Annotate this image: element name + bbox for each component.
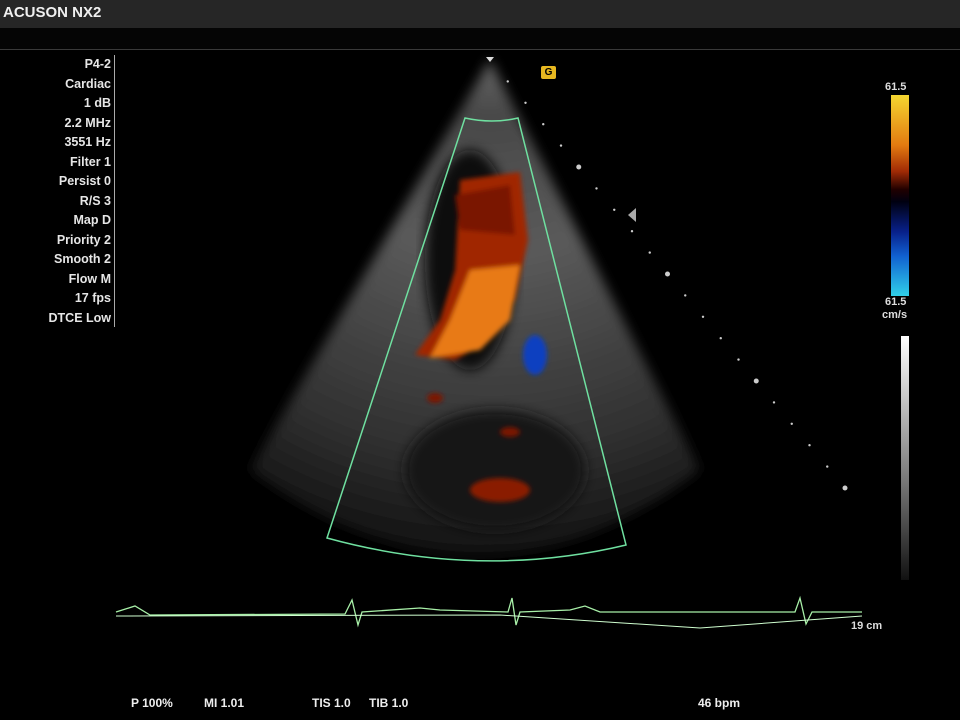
tib-readout: TIB 1.0 <box>369 696 409 710</box>
parameter-item: DTCE Low <box>48 310 112 325</box>
apex-marker <box>486 57 494 62</box>
depth-dot <box>648 251 651 254</box>
parameter-item: R/S 3 <box>79 193 111 208</box>
velocity-scale-max: 61.5 <box>885 81 907 93</box>
depth-dot <box>613 208 616 211</box>
heart-rate-readout: 46 bpm <box>698 696 741 710</box>
depth-dot <box>737 358 740 361</box>
depth-dot <box>576 164 582 170</box>
depth-markers <box>506 80 848 491</box>
depth-label: 19 cm <box>851 620 883 632</box>
color-roi-box <box>326 117 627 562</box>
color-flow <box>415 172 547 502</box>
parameter-divider <box>114 55 115 327</box>
color-velocity-bar <box>891 95 909 296</box>
parameter-item: Map D <box>73 213 112 227</box>
depth-dot <box>826 465 829 468</box>
depth-dot <box>701 315 705 318</box>
depth-dot <box>790 422 793 425</box>
depth-dot <box>753 378 759 384</box>
parameter-item: Smooth 2 <box>54 252 111 266</box>
depth-dot <box>665 271 670 277</box>
mi-readout: MI 1.01 <box>204 696 245 710</box>
parameter-item: Filter 1 <box>70 154 111 169</box>
probe-orientation-icon: G <box>541 66 556 79</box>
depth-dot <box>630 230 634 233</box>
parameter-item: 2.2 MHz <box>64 115 111 130</box>
parameter-item: Priority 2 <box>56 232 111 247</box>
ecg-trace <box>115 595 862 628</box>
focus-marker <box>628 208 636 222</box>
parameter-item: Cardiac <box>65 76 111 91</box>
tis-readout: TIS 1.0 <box>312 696 351 710</box>
parameter-item: 3551 Hz <box>64 135 111 149</box>
title-bar: ACUSON NX2 <box>0 0 960 28</box>
depth-dot <box>506 80 509 83</box>
ecg-baseline <box>115 614 863 629</box>
parameter-item: P4-2 <box>84 57 111 71</box>
parameter-item: 1 dB <box>83 96 111 110</box>
parameter-item: 17 fps <box>74 291 111 305</box>
grayscale-bar <box>901 336 909 580</box>
imaging-parameters: P4-2 Cardiac 1 dB 2.2 MHz 3551 Hz Filter 1 Per… <box>0 55 112 328</box>
depth-dot <box>684 294 687 297</box>
depth-dot <box>808 444 811 447</box>
depth-dot <box>842 485 848 491</box>
depth-dot <box>542 123 545 126</box>
power-readout: P 100% <box>131 696 173 710</box>
atrium-cavity <box>405 410 585 530</box>
depth-dot <box>595 187 598 190</box>
app-title: ACUSON NX2 <box>3 4 102 21</box>
info-bar <box>0 28 960 50</box>
depth-dot <box>772 401 776 404</box>
depth-dot <box>559 144 563 147</box>
parameter-item: Flow M <box>68 271 111 286</box>
depth-dot <box>524 101 527 105</box>
depth-dot <box>719 337 722 340</box>
velocity-unit: cm/s <box>882 309 908 321</box>
velocity-scale-min: 61.5 <box>885 296 907 308</box>
parameter-item: Persist 0 <box>58 174 111 188</box>
